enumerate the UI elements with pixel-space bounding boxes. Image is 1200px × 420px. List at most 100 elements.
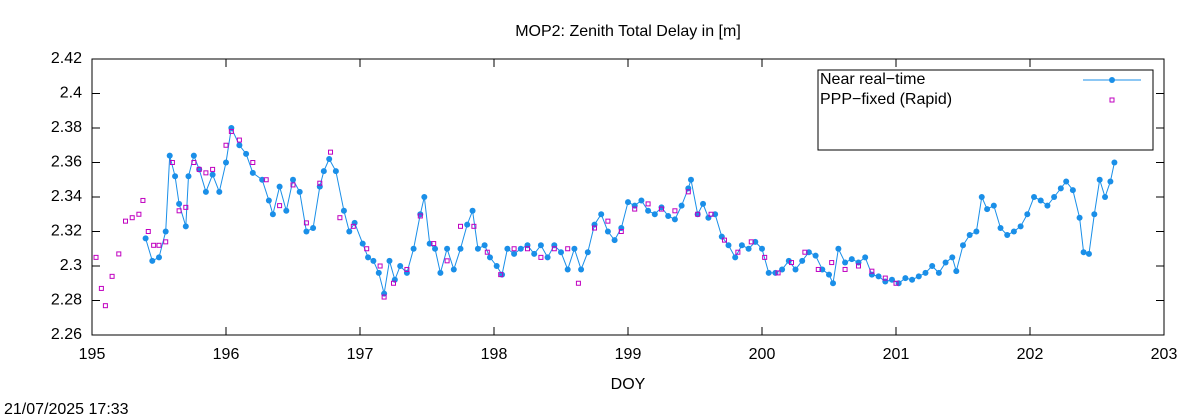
data-point [645, 207, 652, 214]
data-point [375, 269, 382, 276]
data-point [163, 239, 169, 245]
data-point [672, 208, 678, 214]
data-point [332, 168, 339, 175]
data-point [386, 257, 393, 264]
y-tick-label: 2.4 [60, 85, 82, 102]
data-point [156, 254, 162, 261]
data-point [1069, 187, 1076, 194]
data-point [687, 176, 694, 183]
data-point [444, 245, 451, 252]
data-point [1004, 231, 1011, 238]
data-point [1031, 194, 1038, 200]
legend-marker [1109, 77, 1115, 83]
data-point [665, 212, 672, 219]
data-point [538, 254, 544, 260]
data-point [223, 142, 229, 148]
data-point [848, 256, 855, 263]
data-point [973, 228, 980, 235]
data-point [364, 246, 370, 252]
data-point [805, 249, 812, 256]
data-point [875, 273, 882, 280]
data-point [915, 273, 922, 280]
data-point [997, 225, 1004, 232]
data-point [129, 215, 135, 221]
data-point [381, 294, 387, 300]
data-point [922, 269, 929, 276]
data-point [575, 280, 581, 286]
y-tick-label: 2.38 [51, 119, 82, 136]
data-point [243, 150, 250, 157]
data-point [283, 207, 290, 214]
data-point [738, 242, 745, 249]
data-point [397, 263, 404, 269]
data-point [350, 223, 356, 229]
data-point [752, 238, 759, 245]
data-point [605, 218, 611, 224]
data-point [517, 245, 524, 252]
data-point [893, 280, 899, 286]
data-point [149, 257, 156, 264]
data-point [471, 223, 477, 229]
data-point [1010, 228, 1017, 235]
data-point [162, 228, 169, 235]
data-point [102, 303, 108, 309]
data-point [1017, 223, 1024, 230]
data-point [474, 245, 481, 252]
data-point [531, 250, 538, 257]
data-point [166, 152, 173, 159]
data-point [685, 189, 691, 195]
data-point [862, 254, 869, 261]
data-point [718, 233, 725, 240]
data-point [611, 237, 618, 244]
x-tick-label: 195 [79, 346, 106, 363]
data-point [705, 214, 712, 221]
data-point [645, 201, 651, 207]
data-point [236, 137, 242, 143]
data-point [785, 257, 792, 264]
x-tick-label: 196 [213, 346, 240, 363]
data-point [949, 254, 956, 261]
data-point [98, 285, 104, 291]
series-line [145, 126, 1115, 294]
data-point [263, 177, 269, 183]
data-point [929, 263, 936, 269]
data-point [269, 211, 276, 218]
data-point [310, 225, 317, 232]
data-point [578, 266, 585, 273]
data-point [618, 229, 624, 234]
data-point [337, 215, 343, 221]
data-point [1096, 176, 1103, 183]
data-point [444, 258, 450, 264]
data-point [708, 211, 714, 217]
data-point [882, 275, 888, 281]
data-point [695, 211, 701, 217]
data-point [136, 211, 142, 217]
data-point [481, 242, 488, 249]
data-point [651, 211, 658, 218]
data-point [450, 266, 457, 273]
data-point [277, 203, 283, 209]
data-point [960, 242, 966, 249]
data-point [365, 254, 372, 261]
data-point [176, 208, 182, 214]
data-point [431, 241, 437, 247]
data-point [725, 242, 732, 249]
data-point [250, 160, 256, 165]
data-point [842, 259, 849, 266]
data-point [190, 152, 197, 159]
data-point [525, 246, 530, 252]
data-point [835, 245, 842, 252]
data-point [558, 249, 564, 256]
data-point [185, 173, 192, 180]
data-point [604, 228, 611, 235]
data-point [759, 245, 765, 252]
data-point [236, 142, 243, 149]
data-point [140, 197, 146, 203]
data-point [458, 223, 463, 229]
data-point [712, 211, 719, 218]
data-point [1102, 194, 1109, 200]
data-point [290, 182, 296, 188]
data-point [1091, 211, 1098, 218]
data-point [176, 200, 183, 207]
data-point [638, 197, 645, 204]
